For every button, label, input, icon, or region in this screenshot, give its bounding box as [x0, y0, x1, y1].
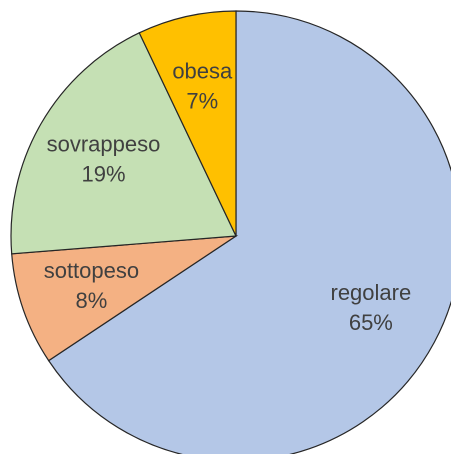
pie-slice [138, 10, 237, 237]
slice-label: sovrappeso [47, 131, 161, 156]
slice-label: obesa [172, 59, 233, 84]
slice-value-label: 19% [81, 161, 125, 186]
slice-value-label: 65% [349, 310, 393, 335]
slice-label: regolare [331, 280, 412, 305]
pie-slice [47, 10, 451, 454]
pie-slice [10, 32, 237, 255]
pie-slice [11, 235, 239, 362]
slice-value-label: 8% [76, 288, 108, 313]
slice-label: sottopeso [44, 258, 139, 283]
slice-value-label: 7% [186, 89, 218, 114]
